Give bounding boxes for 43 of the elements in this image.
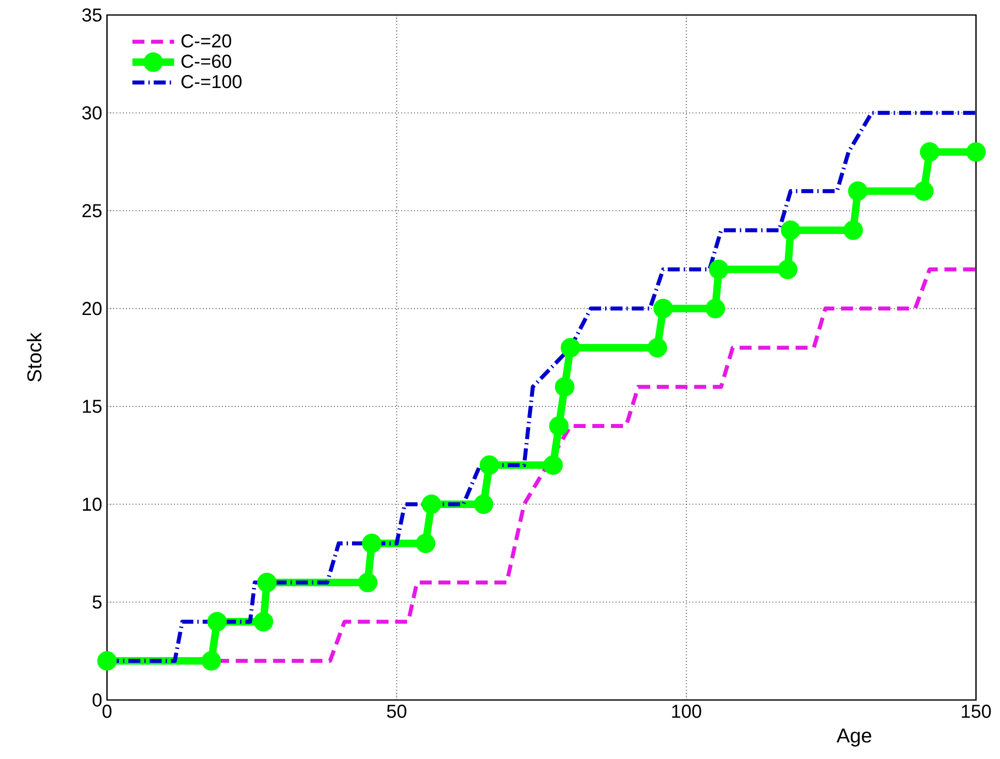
y-tick-label: 35 [82,8,102,22]
point [257,572,277,592]
point [653,298,673,318]
point [254,612,274,632]
y-tick-label: 5 [92,596,102,609]
point [416,534,436,554]
point [202,651,222,671]
y-tick-label: 0 [92,693,102,707]
point [914,181,934,201]
point [966,142,986,162]
legend-label: C-=60 [181,54,232,68]
point [362,534,382,554]
x-tick-label: 0 [102,704,112,718]
y-tick-label: 20 [82,302,102,316]
point [543,455,563,475]
point [480,455,500,475]
y-tick-label: 10 [82,498,102,511]
point [560,338,580,358]
point [97,651,117,671]
point [648,338,668,358]
point [848,181,868,201]
y-tick-label: 25 [82,204,102,218]
x-axis-title: Age [836,728,872,747]
point [843,220,863,240]
y-axis-title: Stock [26,332,42,382]
legend-label: C-=20 [181,34,232,48]
point [358,572,378,592]
point [709,260,729,280]
y-tick-label: 15 [82,400,102,413]
point [920,142,940,162]
x-tick-label: 150 [962,704,991,718]
legend-label: C-=100 [181,75,242,88]
point [422,494,442,514]
point [554,377,574,397]
point [778,260,798,280]
point [549,416,569,436]
point [780,220,800,240]
point [207,612,227,632]
x-tick-label: 50 [387,704,406,718]
point [474,494,494,514]
point [706,298,726,318]
y-tick-label: 30 [82,106,102,120]
x-tick-label: 100 [672,704,702,718]
